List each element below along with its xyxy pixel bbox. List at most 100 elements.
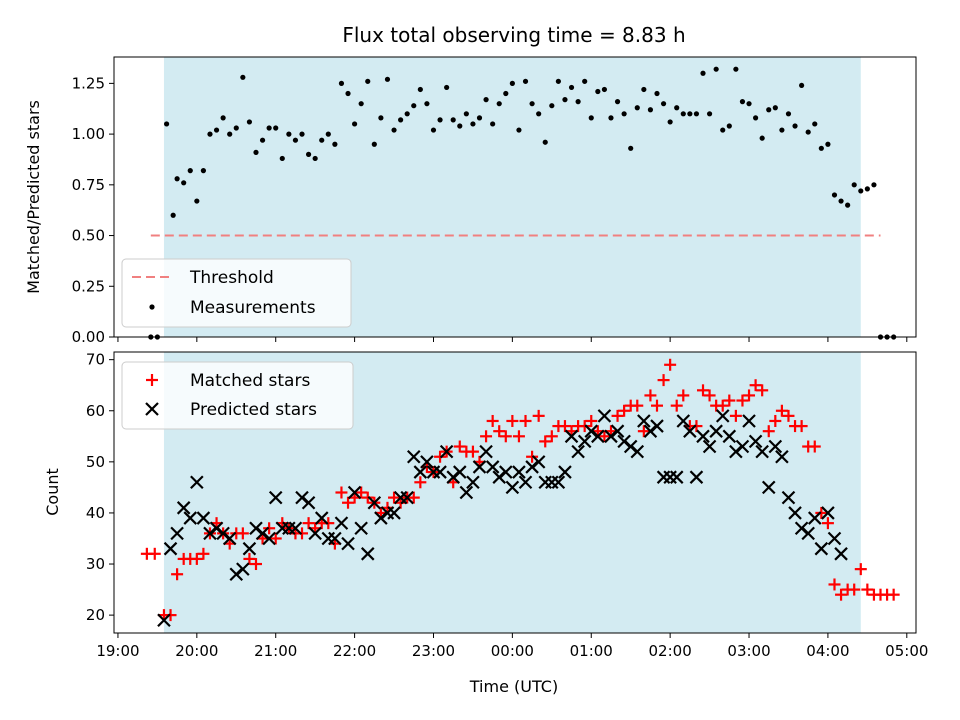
measurement-point	[753, 115, 759, 121]
measurement-point	[227, 131, 233, 137]
legend-predicted-label: Predicted stars	[190, 400, 317, 420]
predicted-star-point	[387, 506, 401, 520]
bottom-y-tick-label: 40	[86, 504, 105, 522]
predicted-star-point	[433, 465, 447, 479]
predicted-star-point	[637, 414, 651, 428]
predicted-star-point	[821, 506, 835, 520]
predicted-star-point	[610, 424, 625, 438]
measurement-point	[516, 127, 522, 133]
matched-star-point	[148, 547, 161, 560]
matched-star-point	[697, 384, 710, 397]
measurement-point	[871, 182, 877, 188]
matched-star-point	[762, 425, 775, 438]
measurement-point	[608, 115, 614, 121]
legend-matched-swatch	[146, 374, 158, 386]
measurement-point	[391, 127, 397, 133]
legend-threshold-label: Threshold	[189, 268, 274, 288]
measurement-point	[273, 125, 279, 131]
matched-star-point	[644, 389, 657, 402]
measurement-point	[759, 135, 765, 141]
measurement-point	[286, 131, 292, 137]
predicted-star-point	[400, 490, 414, 505]
measurement-point	[568, 84, 575, 91]
measurement-point	[163, 121, 170, 127]
matched-star-point	[355, 486, 368, 499]
matched-star-point	[828, 578, 841, 591]
x-axis-label: Time (UTC)	[469, 677, 558, 696]
matched-star-point	[190, 552, 203, 565]
measurement-point	[450, 117, 456, 123]
legend-predicted-swatch	[145, 402, 159, 416]
matched-star-point	[545, 430, 558, 443]
matched-star-point	[821, 517, 834, 530]
measurement-point	[279, 155, 285, 162]
predicted-star-point	[499, 465, 513, 479]
matched-star-point	[808, 440, 821, 453]
chart-title: Flux total observing time = 8.83 h	[342, 23, 685, 47]
measurement-point	[253, 149, 259, 155]
predicted-star-point	[406, 449, 421, 464]
predicted-star-point	[650, 419, 664, 433]
predicted-star-point	[775, 449, 789, 464]
matched-star-point	[743, 389, 756, 402]
matched-star-point	[631, 399, 644, 412]
measurement-point	[417, 86, 423, 93]
measurement-point	[818, 145, 824, 151]
predicted-star-point	[597, 409, 612, 423]
measurement-point	[700, 70, 706, 76]
measurement-point	[792, 123, 798, 129]
measurement-point	[437, 117, 443, 123]
bottom-x-tick-label: 01:00	[570, 642, 613, 660]
measurement-point	[170, 212, 176, 218]
matched-star-point	[611, 409, 624, 422]
bottom-plot-frame	[113, 351, 917, 634]
predicted-star-point	[834, 547, 848, 561]
measurement-point	[562, 97, 568, 103]
bottom-legend: Matched stars Predicted stars	[121, 361, 354, 430]
predicted-star-point	[742, 414, 756, 428]
matched-star-point	[723, 394, 736, 407]
matched-star-point	[499, 430, 512, 443]
bottom-y-tick-label: 60	[86, 402, 105, 420]
predicted-stars-points	[157, 409, 848, 628]
measurement-point	[713, 66, 719, 72]
predicted-star-point	[669, 470, 684, 484]
predicted-star-point	[354, 521, 368, 536]
predicted-star-point	[781, 490, 796, 505]
measurement-point	[509, 80, 515, 86]
top-y-tick-label: 0.75	[72, 176, 105, 194]
measurement-point	[654, 90, 660, 97]
matched-star-point	[249, 558, 262, 571]
measurement-point	[404, 111, 410, 117]
matched-star-point	[729, 409, 742, 422]
top-legend: Threshold Measurements	[121, 258, 352, 328]
measurement-points	[148, 66, 897, 340]
matched-star-point	[795, 420, 808, 433]
measurement-point	[746, 101, 752, 107]
bottom-panel: 20 30 40 50 60 70 19:00 20:00 21:00 22:00 23:00 00…	[43, 351, 928, 696]
measurement-point	[371, 141, 377, 147]
predicted-star-point	[807, 511, 822, 525]
matched-star-point	[775, 404, 788, 417]
matched-star-point	[302, 517, 315, 530]
matched-star-point	[782, 409, 795, 422]
predicted-star-point	[722, 429, 737, 444]
measurement-point	[851, 182, 857, 188]
measurement-point	[352, 121, 358, 127]
matched-star-point	[506, 414, 519, 427]
matched-star-point	[480, 430, 493, 443]
bottom-x-tick-label: 21:00	[254, 642, 297, 660]
measurement-point	[628, 145, 634, 151]
bottom-y-tick-label: 30	[86, 555, 105, 573]
matched-star-point	[585, 414, 598, 427]
top-y-axis-label: Matched/Predicted stars	[24, 100, 43, 294]
measurement-point	[299, 131, 305, 137]
predicted-star-point	[531, 455, 546, 469]
measurement-point	[575, 99, 581, 105]
measurement-point	[693, 111, 700, 117]
top-plot-frame	[113, 56, 917, 338]
top-legend-box	[121, 258, 352, 328]
measurement-point	[187, 168, 193, 174]
measurement-point	[174, 176, 180, 182]
measurement-point	[457, 123, 463, 129]
